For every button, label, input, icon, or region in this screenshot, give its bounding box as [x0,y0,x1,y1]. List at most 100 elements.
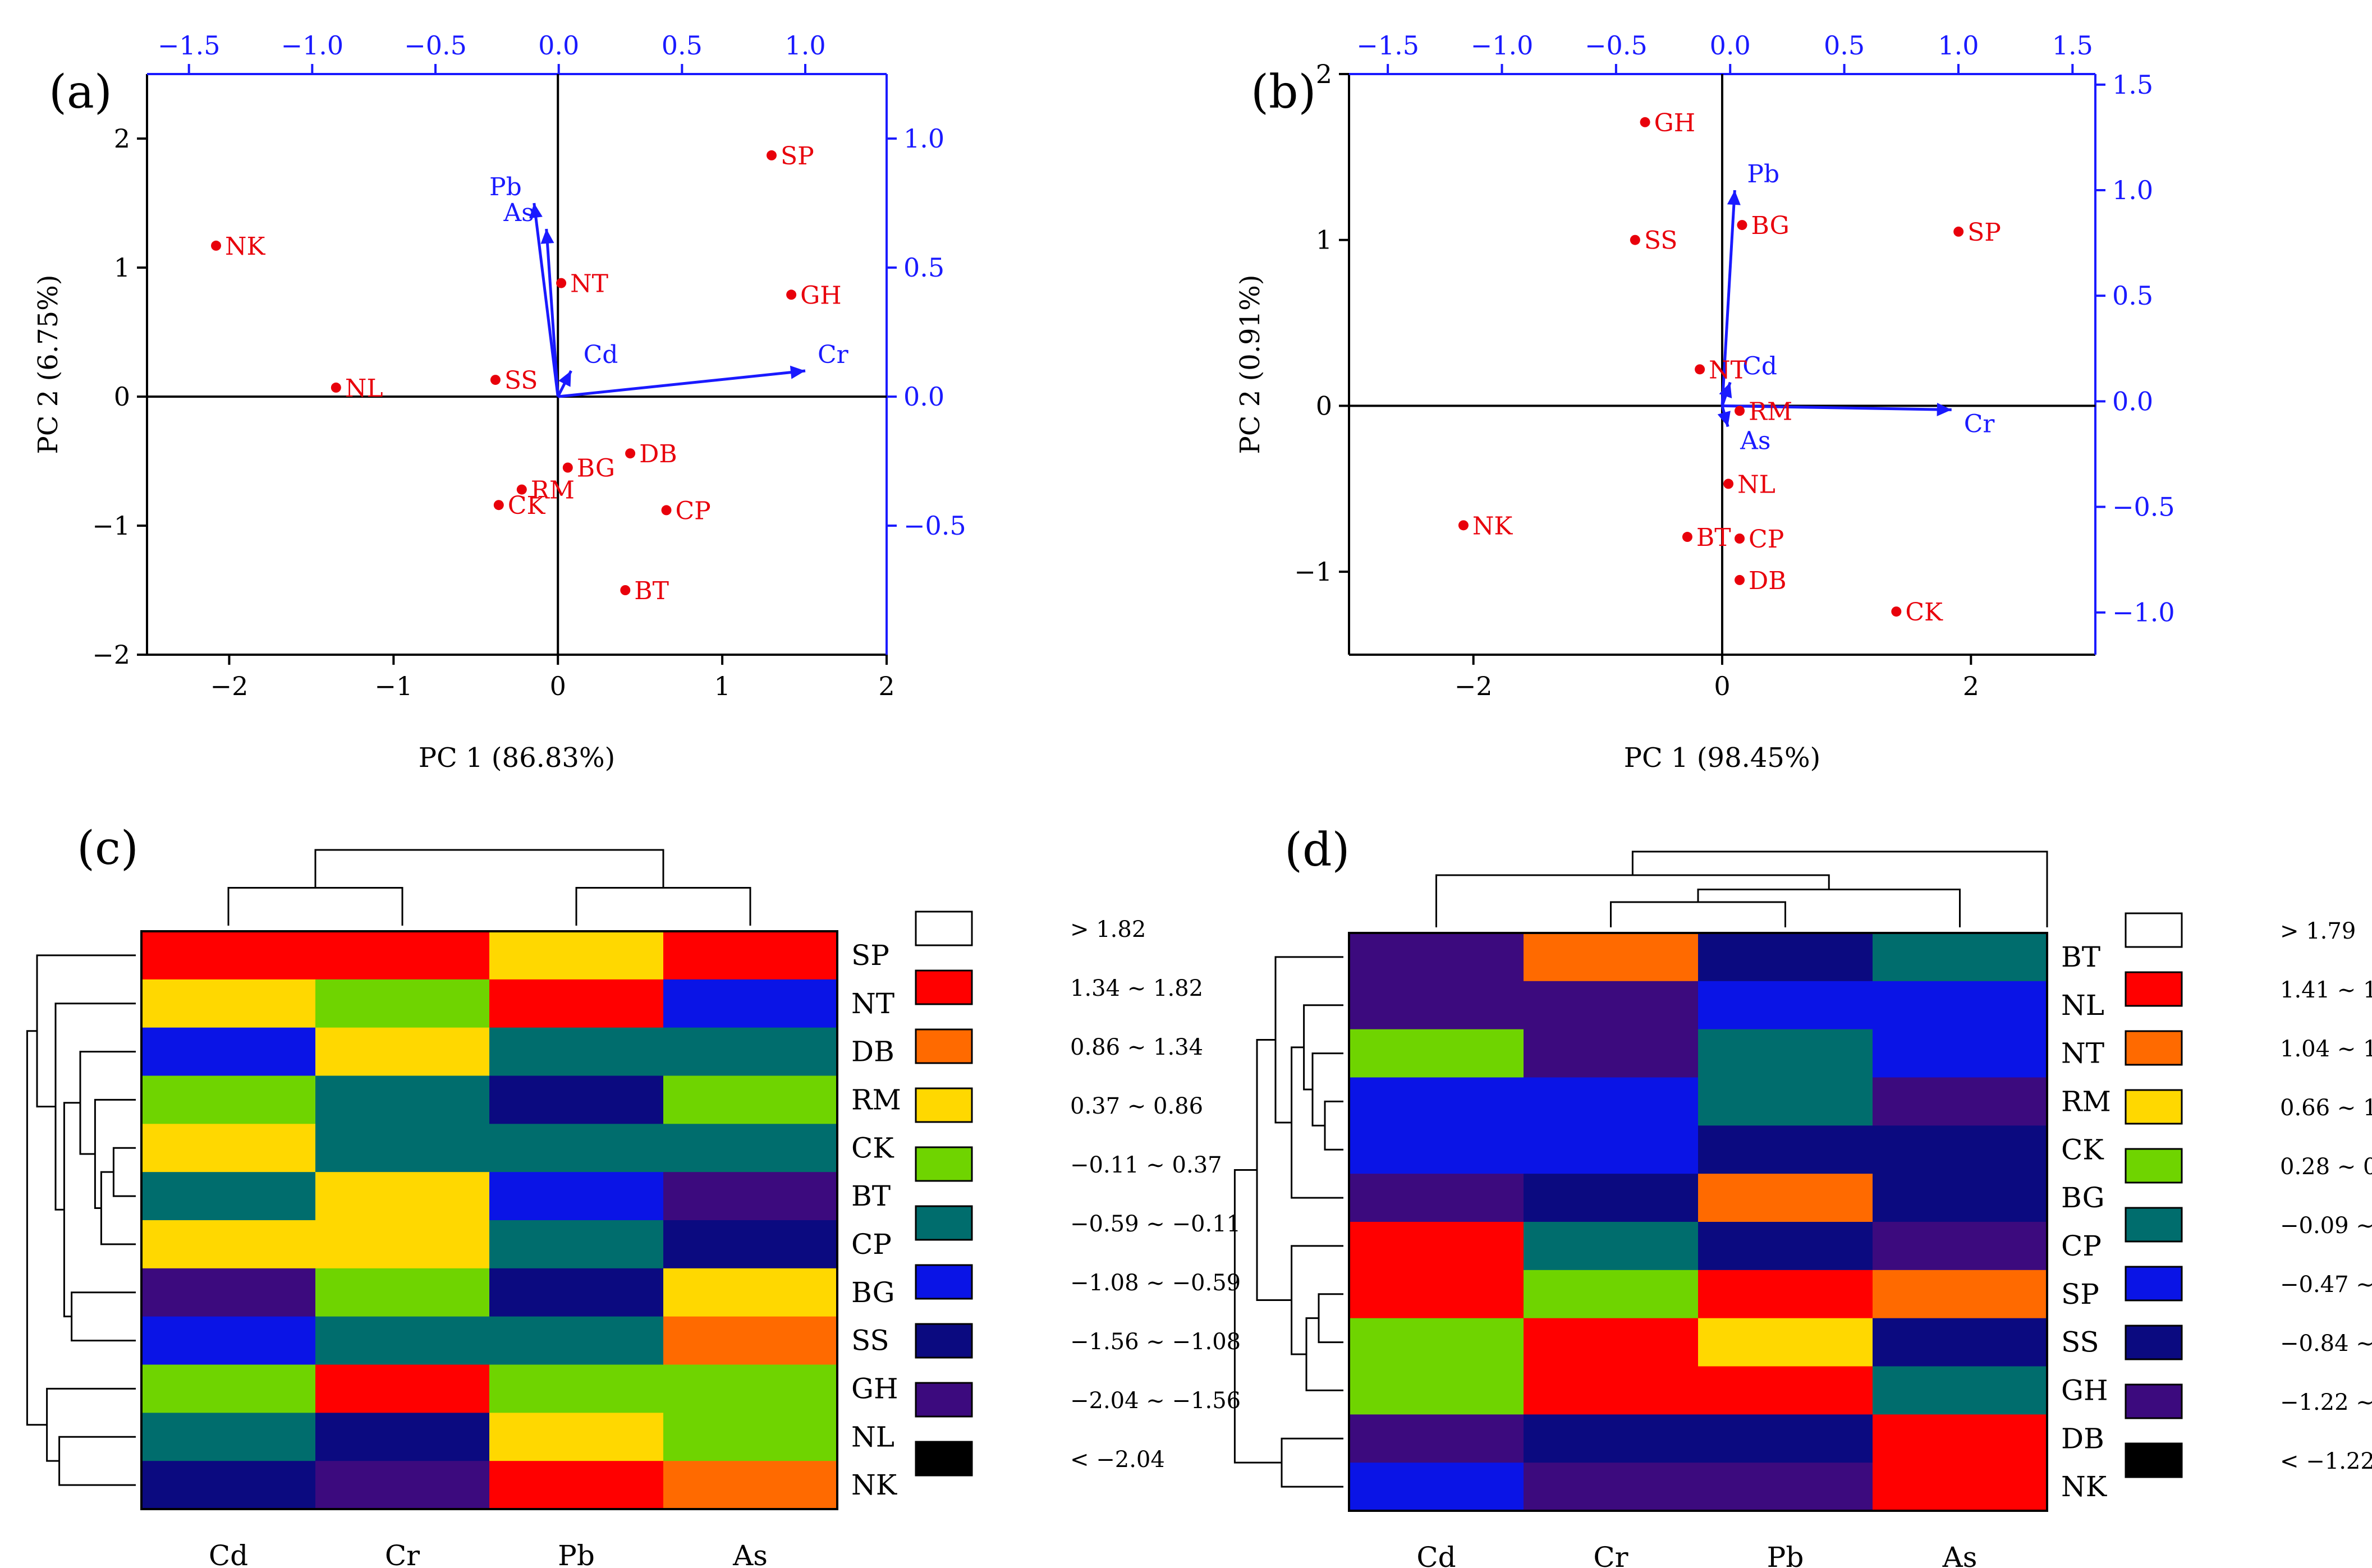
top-tick-label: −0.5 [404,30,467,61]
data-point-label: CP [1749,525,1784,554]
data-point-cp [661,505,672,516]
heatmap-cell [663,1172,838,1221]
loading-arrow-cr [1722,402,1952,416]
heatmap-cell [315,1075,490,1124]
legend-swatch [2125,1030,2183,1066]
heatmap-cell [141,1220,316,1269]
heatmap-cell [663,1220,838,1269]
heatmap-cell [1349,1366,1524,1415]
legend-swatch [2125,1207,2183,1243]
row-label: GH [851,1372,898,1405]
heatmap-cell [489,1027,664,1076]
heatmap-cell [315,1316,490,1365]
heatmap-cell [663,1268,838,1317]
heatmap-cell [1873,1318,2048,1367]
legend-label: > 1.82 [1070,917,1146,942]
top-tick-label: −1.0 [281,30,344,61]
legend-swatch [2125,1089,2183,1125]
heatmap-border [1348,932,2048,1512]
x-tick-label: 0 [1714,671,1730,701]
data-point-label: NK [225,232,266,261]
heatmap-cell [1524,1077,1699,1126]
x-axis-title: PC 1 (98.45%) [1624,742,1821,774]
heatmap-cell [1698,1366,1873,1415]
heatmap-cell [1873,1222,2048,1271]
x-axis-title: PC 1 (86.83%) [419,742,616,774]
heatmap-cell [663,1316,838,1365]
heatmap-cell [663,1461,838,1510]
heatmap-cell [1349,1318,1524,1367]
data-point-label: BG [577,454,615,483]
legend-swatch [915,1028,973,1064]
heatmap-cell [663,1027,838,1076]
row-label: NT [851,987,894,1020]
right-tick-label: 1.0 [2112,175,2153,205]
heatmap-cell [1349,1125,1524,1174]
loading-label: Cd [584,341,618,369]
heatmap-cell [1698,933,1873,982]
row-label: CK [851,1132,894,1164]
heatmap-cell [1524,981,1699,1030]
heatmap-cell [315,1027,490,1076]
top-tick-label: 1.0 [1938,30,1979,61]
heatmap-cell [1873,1077,2048,1126]
row-label: BG [2061,1181,2105,1214]
heatmap-cell [489,1364,664,1413]
row-label: BG [851,1276,895,1309]
heatmap-cell [1349,1174,1524,1222]
data-point-label: NK [1472,512,1513,540]
y-tick-label: 0 [114,381,130,412]
heatmap-cell [1524,1029,1699,1078]
column-dendrogram-branch [314,849,664,888]
right-tick-label: 0.0 [903,381,944,412]
legend-label: 0.28 ~ 0.66 [2280,1154,2372,1180]
legend-swatch [915,1146,973,1182]
data-point-label: SP [1967,218,2001,247]
heatmap-cell [315,931,490,980]
data-point-db [625,448,636,459]
heatmap-cell [1698,1318,1873,1367]
data-point-label: GH [800,281,842,310]
column-label: As [1942,1541,1978,1568]
y-tick-label: 1 [1316,225,1332,255]
heatmap-cell [315,1220,490,1269]
column-label: As [732,1539,768,1568]
heatmap-cell [1349,1077,1524,1126]
heatmap-cell [489,1461,664,1510]
heatmap-cell [1524,933,1699,982]
panel-b-pca-biplot: −2 0 2 −1 0 1 2 −1.5 −1.0 −0.5 0.0 0.5 1.0 1.5 −1.0 −0.… [1235,30,2175,774]
data-point-label: NT [570,270,608,298]
panel-label: (c) [77,822,139,875]
data-point-bt [620,585,631,595]
heatmap-cell [1349,933,1524,982]
data-point-label: GH [1654,109,1696,137]
legend-swatch [2125,1325,2183,1360]
heatmap-cell [663,1413,838,1461]
legend-swatch [915,1205,973,1241]
heatmap-cell [1349,1414,1524,1463]
legend-swatch [915,1264,973,1300]
data-point-nt [1695,364,1705,375]
loading-label: Cd [1742,352,1777,380]
data-point-label: CK [508,491,546,520]
heatmap-cell [489,1220,664,1269]
right-tick-label: −0.5 [2112,492,2175,522]
right-tick-label: 0.5 [903,252,944,283]
data-point-label: NL [1737,470,1775,499]
loading-arrow-shaft [533,203,559,397]
top-tick-label: −0.5 [1585,30,1648,61]
top-tick-label: 0.5 [662,30,703,61]
heatmap-cell [663,1364,838,1413]
data-point-label: BG [1751,211,1789,240]
heatmap-cell [315,1461,490,1510]
panel-label: (d) [1284,824,1350,877]
heatmap-cell [141,1172,316,1221]
top-tick-label: 0.0 [1710,30,1751,61]
heatmap-cell [141,1316,316,1365]
heatmap-cell [141,1364,316,1413]
legend-swatch [915,1323,973,1359]
y-tick-label: −2 [92,640,130,670]
loading-arrow-shaft [557,369,806,398]
right-tick-label: 0.5 [2112,281,2153,311]
loading-label: Cr [1964,410,1995,438]
